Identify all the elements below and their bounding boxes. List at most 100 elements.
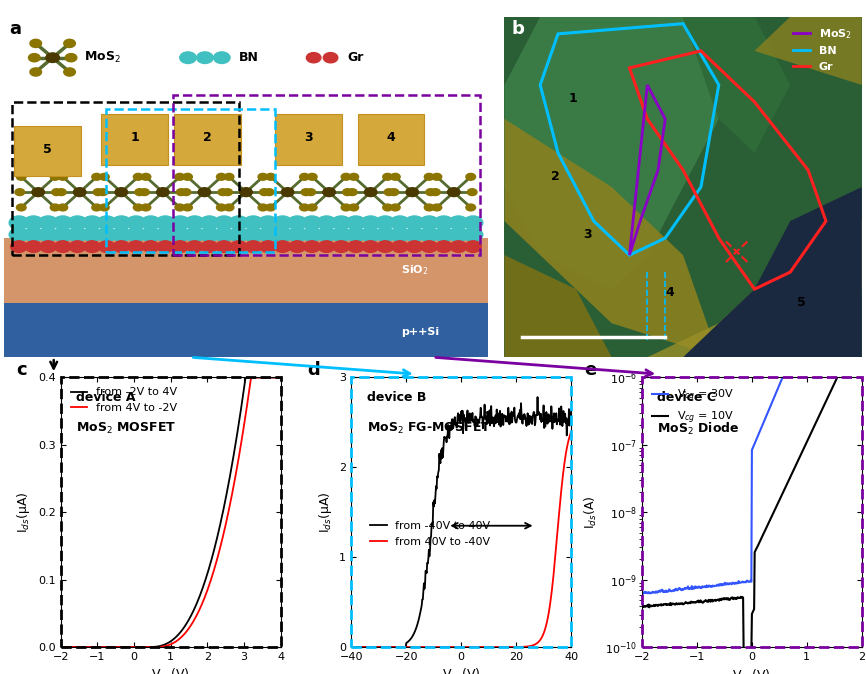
- Circle shape: [29, 54, 40, 62]
- Text: 2: 2: [203, 131, 211, 144]
- Circle shape: [258, 173, 268, 180]
- Y-axis label: I$_{ds}$(μA): I$_{ds}$(μA): [317, 491, 333, 533]
- Circle shape: [273, 228, 293, 241]
- Text: device B: device B: [366, 391, 426, 404]
- from 40V to -40V: [427, 643, 437, 651]
- Circle shape: [266, 204, 275, 211]
- Circle shape: [466, 173, 475, 180]
- Text: MoS$_2$ MOSFET: MoS$_2$ MOSFET: [76, 421, 176, 435]
- from 4V to -2V: [149, 643, 159, 651]
- Circle shape: [10, 241, 27, 252]
- Text: 5: 5: [43, 143, 52, 156]
- Circle shape: [126, 216, 145, 230]
- Circle shape: [113, 241, 130, 252]
- Circle shape: [347, 189, 357, 195]
- Circle shape: [112, 228, 131, 241]
- from 40V to -40V: [566, 427, 577, 435]
- Circle shape: [243, 228, 263, 241]
- Text: MoS$_2$ Diode: MoS$_2$ Diode: [657, 421, 740, 437]
- from -2V to 4V: [191, 603, 201, 611]
- X-axis label: V$_{gs}$(V): V$_{gs}$(V): [152, 667, 190, 674]
- Circle shape: [92, 173, 101, 180]
- Circle shape: [185, 216, 204, 230]
- Circle shape: [197, 52, 213, 63]
- Circle shape: [223, 189, 232, 195]
- Circle shape: [175, 173, 184, 180]
- from -2V to 4V: [242, 373, 252, 381]
- Circle shape: [306, 189, 315, 195]
- Line: V$_{cg}$ = 30V: V$_{cg}$ = 30V: [642, 357, 862, 594]
- from -40V to 40V: [533, 393, 543, 401]
- V$_{cg}$ = 10V: [662, 601, 673, 609]
- Circle shape: [186, 241, 203, 252]
- Circle shape: [135, 189, 145, 195]
- Circle shape: [383, 204, 392, 211]
- Text: MoS$_2$: MoS$_2$: [84, 50, 121, 65]
- Circle shape: [200, 216, 219, 230]
- Polygon shape: [504, 17, 719, 289]
- V$_{cg}$ = 30V: [724, 579, 734, 587]
- Circle shape: [307, 173, 317, 180]
- Circle shape: [419, 216, 439, 230]
- Circle shape: [64, 39, 75, 47]
- Circle shape: [230, 241, 247, 252]
- Circle shape: [323, 188, 335, 197]
- Circle shape: [391, 228, 410, 241]
- Circle shape: [430, 189, 440, 195]
- V$_{cg}$ = 30V: [708, 582, 719, 590]
- Circle shape: [185, 228, 204, 241]
- Circle shape: [465, 241, 481, 252]
- Circle shape: [10, 228, 29, 241]
- from -2V to 4V: [255, 373, 266, 381]
- Y-axis label: I$_{ds}$(A): I$_{ds}$(A): [583, 495, 599, 529]
- Circle shape: [24, 216, 43, 230]
- from 4V to -2V: [89, 643, 100, 651]
- Circle shape: [100, 173, 109, 180]
- Polygon shape: [611, 17, 790, 153]
- Circle shape: [58, 204, 68, 211]
- Circle shape: [383, 173, 392, 180]
- Text: p++Si: p++Si: [401, 327, 439, 337]
- Circle shape: [307, 53, 321, 63]
- Circle shape: [376, 228, 395, 241]
- Line: V$_{cg}$ = 10V: V$_{cg}$ = 10V: [642, 357, 862, 653]
- V$_{cg}$ = 10V: [856, 353, 866, 361]
- from 4V to -2V: [144, 643, 154, 651]
- FancyBboxPatch shape: [101, 114, 168, 164]
- Text: c: c: [16, 361, 27, 379]
- Circle shape: [281, 188, 294, 197]
- Circle shape: [224, 204, 234, 211]
- V$_{cg}$ = 10V: [775, 493, 785, 501]
- V$_{cg}$ = 30V: [797, 353, 807, 361]
- Circle shape: [463, 228, 483, 241]
- Polygon shape: [647, 221, 862, 357]
- V$_{cg}$ = 10V: [739, 649, 749, 657]
- Circle shape: [424, 173, 434, 180]
- Circle shape: [141, 228, 160, 241]
- Circle shape: [16, 204, 26, 211]
- Circle shape: [216, 173, 226, 180]
- Line: from -2V to 4V: from -2V to 4V: [61, 377, 281, 647]
- from 4V to -2V: [55, 643, 66, 651]
- Bar: [106, 109, 275, 251]
- Circle shape: [449, 228, 469, 241]
- Circle shape: [141, 173, 151, 180]
- V$_{cg}$ = 30V: [663, 587, 674, 595]
- Circle shape: [361, 228, 380, 241]
- Circle shape: [266, 173, 275, 180]
- Text: 4: 4: [386, 131, 396, 144]
- Circle shape: [317, 228, 336, 241]
- Circle shape: [436, 241, 452, 252]
- Circle shape: [157, 188, 169, 197]
- Circle shape: [341, 204, 351, 211]
- Circle shape: [391, 241, 408, 252]
- Circle shape: [304, 241, 320, 252]
- V$_{cg}$ = 30V: [785, 353, 796, 361]
- Circle shape: [362, 241, 378, 252]
- from -40V to 40V: [417, 595, 428, 603]
- from -2V to 4V: [185, 612, 196, 620]
- V$_{cg}$ = 30V: [637, 588, 647, 596]
- Line: from -40V to 40V: from -40V to 40V: [351, 397, 572, 647]
- V$_{cg}$ = 10V: [797, 448, 807, 456]
- Circle shape: [214, 228, 234, 241]
